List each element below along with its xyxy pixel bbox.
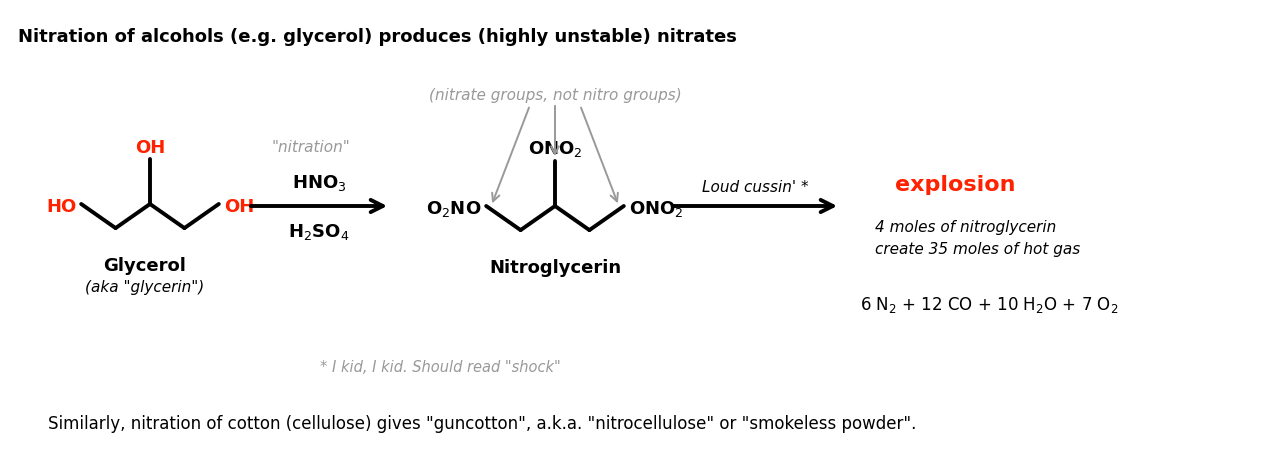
Text: OH: OH <box>224 197 254 216</box>
Text: Glycerol: Glycerol <box>104 257 186 274</box>
Text: (nitrate groups, not nitro groups): (nitrate groups, not nitro groups) <box>429 88 681 103</box>
Text: H$_2$SO$_4$: H$_2$SO$_4$ <box>289 222 349 241</box>
Text: Similarly, nitration of cotton (cellulose) gives "guncotton", a.k.a. "nitrocellu: Similarly, nitration of cotton (cellulos… <box>48 414 917 432</box>
Text: HO: HO <box>46 197 76 216</box>
Text: create 35 moles of hot gas: create 35 moles of hot gas <box>875 241 1080 257</box>
Text: "nitration": "nitration" <box>272 140 351 155</box>
Text: ONO$_2$: ONO$_2$ <box>528 139 582 159</box>
Text: Nitroglycerin: Nitroglycerin <box>489 258 622 276</box>
Text: 6 N$_2$ + 12 CO + 10 H$_2$O + 7 O$_2$: 6 N$_2$ + 12 CO + 10 H$_2$O + 7 O$_2$ <box>860 294 1118 314</box>
Text: O$_2$NO: O$_2$NO <box>425 199 481 218</box>
Text: OH: OH <box>135 139 165 157</box>
Text: explosion: explosion <box>895 174 1015 195</box>
Text: Loud cussin' *: Loud cussin' * <box>701 179 808 195</box>
Text: * I kid, I kid. Should read "shock": * I kid, I kid. Should read "shock" <box>319 359 561 374</box>
Text: (aka "glycerin"): (aka "glycerin") <box>85 280 205 294</box>
Text: 4 moles of nitroglycerin: 4 moles of nitroglycerin <box>875 219 1056 235</box>
Text: HNO$_3$: HNO$_3$ <box>291 173 347 193</box>
Text: Nitration of alcohols (e.g. glycerol) produces (highly unstable) nitrates: Nitration of alcohols (e.g. glycerol) pr… <box>18 28 737 46</box>
Text: ONO$_2$: ONO$_2$ <box>629 199 684 218</box>
